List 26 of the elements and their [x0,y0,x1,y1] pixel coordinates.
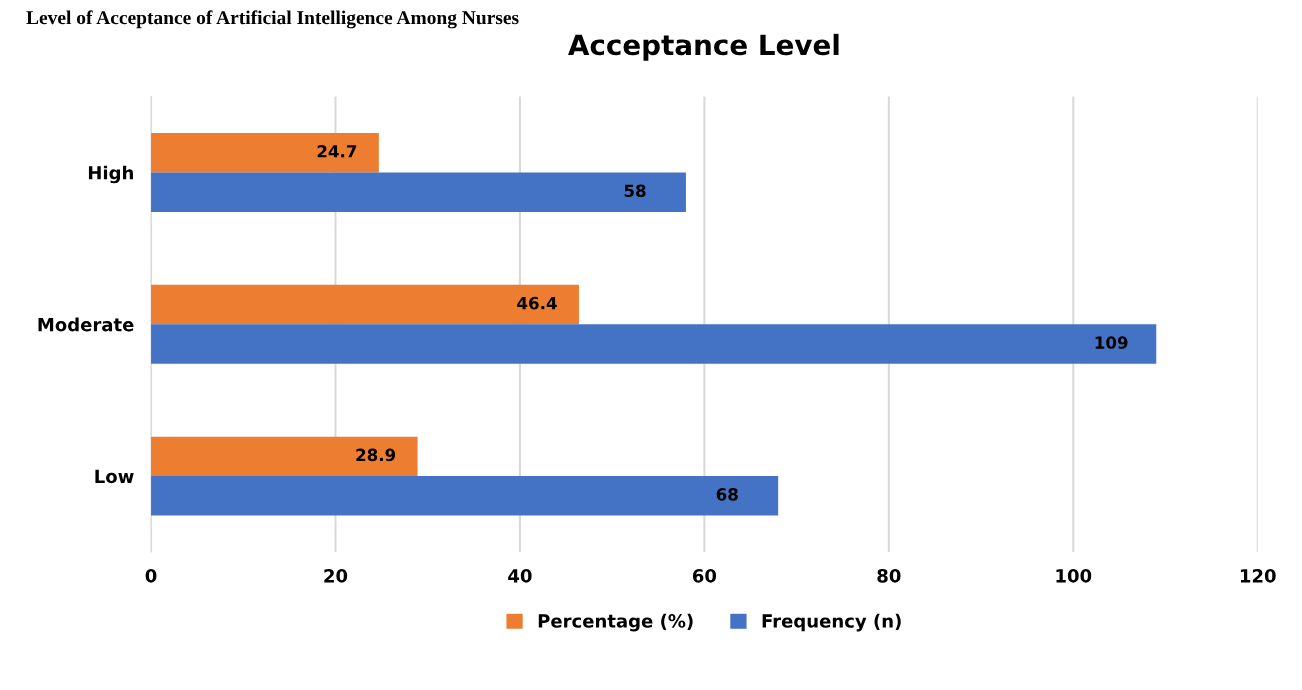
legend-label: Frequency (n) [762,613,901,632]
x-tick-label: 40 [508,568,532,583]
y-tick-label: Moderate [38,317,134,332]
chart-title: Acceptance Level [568,33,839,61]
data-label: 58 [624,184,646,198]
bar [151,476,779,516]
text: Level of Acceptance of Artificial Intelligence Among Nurses [26,10,519,29]
x-tick-label: 120 [1240,568,1276,583]
y-tick-label: Low [95,469,134,484]
data-label: 109 [1095,336,1128,349]
bar [151,284,579,325]
data-label: 24.7 [317,145,357,158]
data-label: 68 [716,488,738,501]
x-tick-label: 20 [324,568,348,583]
bar [151,436,418,477]
y-tick-label: High [88,165,133,184]
x-tick-label: 0 [145,568,157,583]
bar [151,172,686,212]
data-label: 28.9 [356,448,396,462]
x-tick-label: 60 [692,568,717,583]
bar [151,324,1157,364]
data-label: 46.4 [517,296,557,310]
x-tick-label: 80 [877,568,901,583]
legend-label: Percentage (%) [538,613,693,632]
bar [151,133,379,173]
x-tick-label: 100 [1056,568,1092,583]
